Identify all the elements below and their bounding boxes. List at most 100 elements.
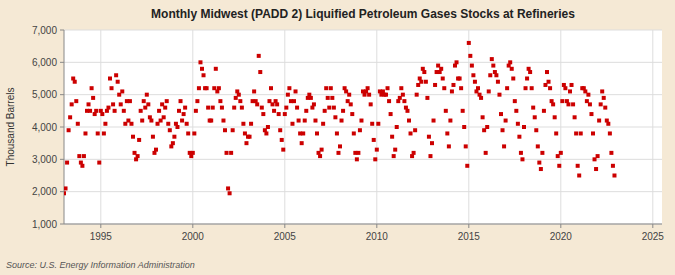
point [341, 109, 345, 113]
point [172, 135, 176, 139]
point [168, 128, 172, 132]
point [197, 86, 201, 90]
point [65, 161, 69, 165]
point [504, 119, 508, 123]
point [461, 109, 465, 113]
point [162, 115, 166, 119]
chart: 1,0002,0003,0004,0005,0006,0007,00019952… [0, 0, 675, 275]
point [464, 144, 468, 148]
point [64, 191, 66, 195]
point [108, 77, 112, 81]
point [471, 73, 475, 77]
point [359, 119, 363, 123]
point [185, 122, 189, 126]
point [229, 151, 233, 155]
point [103, 122, 107, 126]
point [424, 80, 428, 84]
point [321, 122, 325, 126]
point [237, 93, 241, 97]
point [226, 186, 230, 190]
points [64, 41, 616, 195]
point [205, 86, 209, 90]
grid-line [100, 30, 101, 224]
point [320, 148, 324, 152]
point [553, 115, 557, 119]
point [522, 125, 526, 129]
point [387, 99, 391, 103]
point [82, 154, 86, 158]
point [240, 106, 244, 110]
point [465, 164, 469, 168]
tick-mark [60, 127, 64, 128]
tick-mark [652, 224, 653, 228]
point [392, 154, 396, 158]
point [139, 109, 143, 113]
point [516, 122, 520, 126]
point [514, 109, 518, 113]
point [557, 164, 561, 168]
point [540, 151, 544, 155]
point [238, 99, 242, 103]
source: Source: U.S. Energy Information Administ… [6, 260, 195, 270]
tick-label: 4,000 [32, 122, 57, 133]
point [524, 86, 528, 90]
tick-mark [60, 62, 64, 63]
grid-line [560, 30, 561, 224]
point [375, 148, 379, 152]
tick-label: 2000 [182, 231, 205, 242]
point [313, 119, 317, 123]
point [175, 125, 179, 129]
point [395, 125, 399, 129]
point [191, 151, 195, 155]
point [468, 54, 472, 58]
point [390, 135, 394, 139]
point [248, 135, 252, 139]
point [367, 93, 371, 97]
tick-mark [560, 224, 561, 228]
point [177, 109, 181, 113]
point [430, 141, 434, 145]
point [413, 128, 417, 132]
point [409, 131, 413, 135]
point [599, 102, 603, 106]
grid [64, 30, 662, 224]
grid-line [468, 30, 469, 224]
point [412, 151, 416, 155]
point [554, 131, 558, 135]
point [448, 119, 452, 123]
point [551, 102, 555, 106]
point [294, 89, 298, 93]
point [603, 106, 607, 110]
point [113, 109, 117, 113]
point [428, 154, 432, 158]
point [286, 93, 290, 97]
point [300, 141, 304, 145]
point [312, 102, 316, 106]
point [76, 122, 80, 126]
tick-mark [60, 191, 64, 192]
point [223, 128, 227, 132]
point [264, 131, 268, 135]
tick-label: 2010 [366, 231, 389, 242]
point [67, 128, 71, 132]
point [517, 135, 521, 139]
point [301, 131, 305, 135]
point [287, 86, 291, 90]
point [102, 131, 106, 135]
point [332, 106, 336, 110]
point [110, 86, 114, 90]
point [257, 54, 261, 58]
point [542, 109, 546, 113]
point [77, 154, 81, 158]
point [97, 161, 101, 165]
tick-label: 1995 [90, 231, 113, 242]
point [447, 144, 451, 148]
point [576, 164, 580, 168]
point [180, 119, 184, 123]
grid-line [192, 30, 193, 224]
point [399, 86, 403, 90]
tick-label: 2005 [274, 231, 297, 242]
grid-line [652, 30, 653, 224]
title: Monthly Midwest (PADD 2) Liquified Petro… [151, 7, 575, 21]
point [520, 157, 524, 161]
